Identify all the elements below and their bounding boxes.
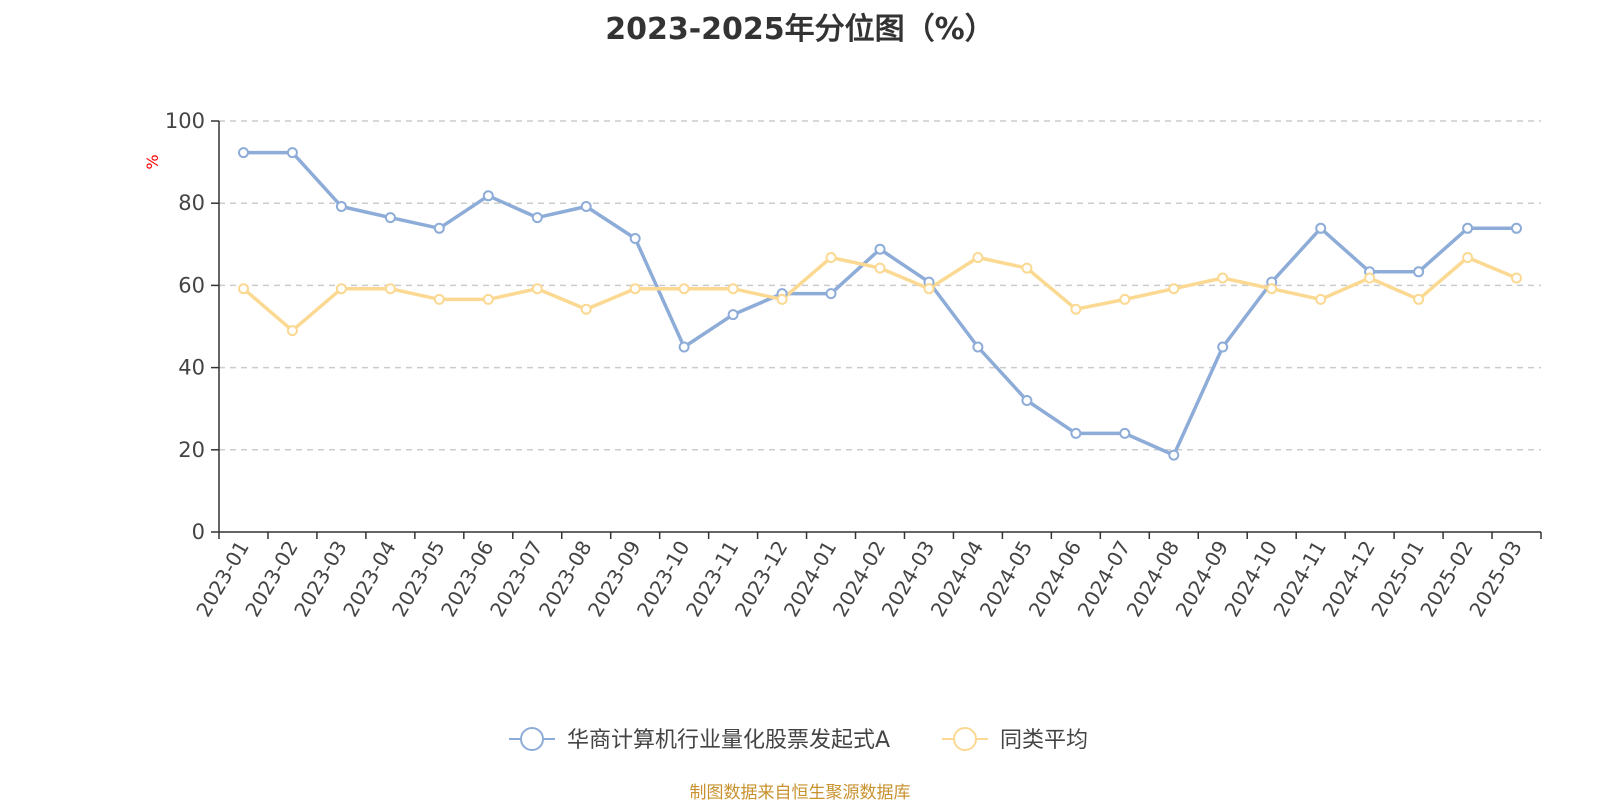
y-tick-label: 20 xyxy=(178,438,205,462)
data-point-series-1[interactable] xyxy=(727,283,739,295)
data-point-series-0[interactable] xyxy=(629,233,641,244)
y-axis-unit-label: % xyxy=(143,154,162,169)
data-point-series-0[interactable] xyxy=(1217,341,1229,353)
data-point-series-0[interactable] xyxy=(384,212,396,224)
data-point-series-1[interactable] xyxy=(825,252,837,263)
data-point-series-1[interactable] xyxy=(580,303,592,315)
data-point-series-1[interactable] xyxy=(531,283,543,295)
y-tick-label: 0 xyxy=(192,520,205,544)
legend-marker-0 xyxy=(520,727,544,751)
data-point-series-0[interactable] xyxy=(1168,449,1180,461)
data-point-series-0[interactable] xyxy=(433,222,445,234)
data-point-series-0[interactable] xyxy=(1070,427,1082,439)
data-point-series-1[interactable] xyxy=(1413,293,1425,305)
data-point-series-1[interactable] xyxy=(1364,272,1376,284)
data-point-series-0[interactable] xyxy=(531,212,543,224)
data-point-series-0[interactable] xyxy=(286,147,298,159)
data-point-series-0[interactable] xyxy=(580,201,592,212)
data-point-series-0[interactable] xyxy=(1021,395,1033,406)
data-point-series-1[interactable] xyxy=(1462,252,1474,263)
data-point-series-0[interactable] xyxy=(238,147,249,159)
data-point-series-1[interactable] xyxy=(923,283,935,295)
data-point-series-0[interactable] xyxy=(335,201,347,212)
data-point-series-1[interactable] xyxy=(776,293,788,305)
data-point-series-1[interactable] xyxy=(1070,303,1082,315)
legend-label-1[interactable]: 同类平均 xyxy=(1000,728,1088,753)
data-point-series-1[interactable] xyxy=(433,293,445,305)
data-point-series-1[interactable] xyxy=(1168,283,1180,295)
legend-marker-1 xyxy=(953,727,977,751)
data-point-series-0[interactable] xyxy=(482,190,494,202)
data-point-series-0[interactable] xyxy=(972,341,984,353)
y-tick-label: 60 xyxy=(178,273,205,297)
data-point-series-1[interactable] xyxy=(1511,272,1522,284)
data-point-series-0[interactable] xyxy=(874,243,886,255)
data-point-series-0[interactable] xyxy=(1315,222,1327,234)
data-point-series-1[interactable] xyxy=(874,262,886,274)
data-point-series-1[interactable] xyxy=(678,283,690,295)
data-point-series-0[interactable] xyxy=(825,288,837,300)
data-point-series-1[interactable] xyxy=(1266,283,1278,295)
data-point-series-1[interactable] xyxy=(482,293,494,305)
data-point-series-1[interactable] xyxy=(972,252,984,263)
y-tick-label: 80 xyxy=(178,191,205,215)
data-point-series-1[interactable] xyxy=(238,283,249,295)
data-point-series-1[interactable] xyxy=(1021,262,1033,274)
data-point-series-0[interactable] xyxy=(1462,222,1474,234)
data-point-series-1[interactable] xyxy=(335,283,347,295)
data-point-series-1[interactable] xyxy=(1315,293,1327,305)
y-tick-label: 100 xyxy=(165,109,205,133)
data-point-series-0[interactable] xyxy=(727,309,739,321)
data-point-series-0[interactable] xyxy=(1119,427,1131,439)
legend-label-0[interactable]: 华商计算机行业量化股票发起式A xyxy=(567,728,890,753)
data-point-series-0[interactable] xyxy=(1413,266,1425,278)
data-point-series-1[interactable] xyxy=(286,325,298,337)
data-point-series-1[interactable] xyxy=(1217,272,1229,284)
chart-title: 2023-2025年分位图（%） xyxy=(605,12,995,47)
data-point-series-1[interactable] xyxy=(629,283,641,295)
series-line-0 xyxy=(241,150,1519,457)
data-point-series-0[interactable] xyxy=(1511,222,1522,234)
data-source-note: 制图数据来自恒生聚源数据库 xyxy=(689,783,911,803)
y-tick-label: 40 xyxy=(178,356,205,380)
data-point-series-1[interactable] xyxy=(1119,293,1131,305)
data-point-series-1[interactable] xyxy=(384,283,396,295)
data-point-series-0[interactable] xyxy=(678,341,690,353)
